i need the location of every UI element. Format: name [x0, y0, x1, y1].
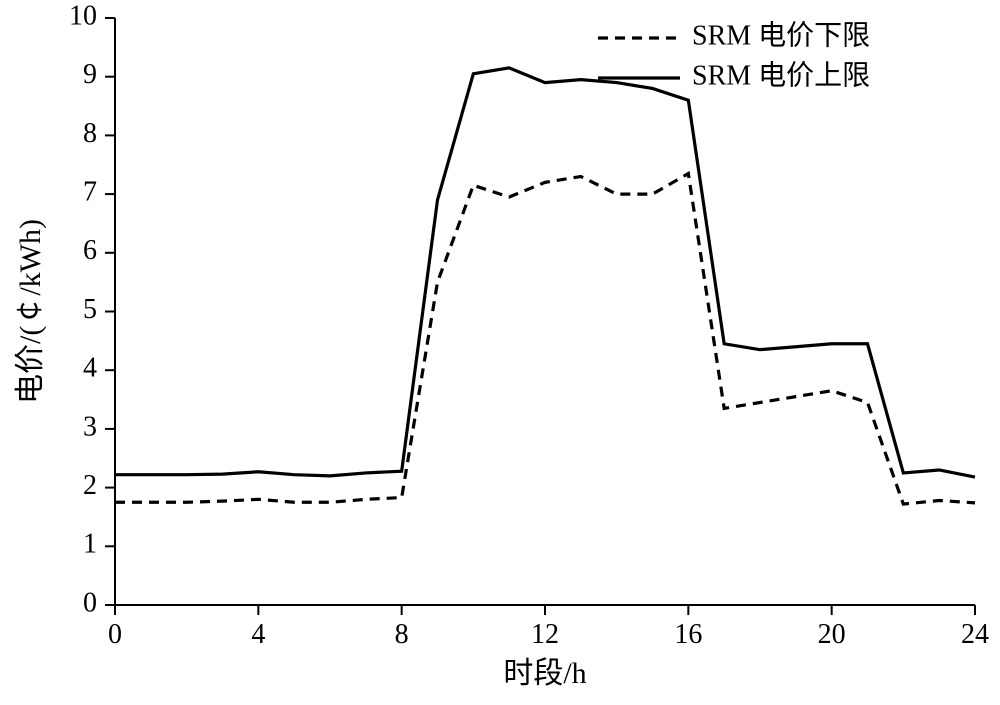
y-tick-label: 4 — [83, 353, 97, 384]
y-tick-label: 5 — [83, 294, 97, 325]
y-tick-label: 8 — [83, 118, 97, 149]
y-tick-label: 3 — [83, 411, 97, 442]
x-tick-label: 16 — [674, 619, 702, 650]
y-tick-label: 9 — [83, 59, 97, 90]
y-tick-label: 7 — [83, 177, 97, 208]
x-axis-label: 时段/h — [503, 657, 586, 690]
line-chart: 01234567891004812162024时段/h电价/(￠/kWh)SRM… — [0, 0, 1000, 705]
chart-container: 01234567891004812162024时段/h电价/(￠/kWh)SRM… — [0, 0, 1000, 705]
y-tick-label: 2 — [83, 470, 97, 501]
x-tick-label: 0 — [108, 619, 122, 650]
x-tick-label: 8 — [395, 619, 409, 650]
y-tick-label: 10 — [69, 0, 97, 31]
x-tick-label: 20 — [818, 619, 846, 650]
y-tick-label: 0 — [83, 587, 97, 618]
x-tick-label: 24 — [961, 619, 989, 650]
legend-label-lower: SRM 电价下限 — [692, 19, 870, 51]
y-axis-label: 电价/(￠/kWh) — [14, 219, 47, 404]
x-tick-label: 4 — [251, 619, 265, 650]
y-tick-label: 6 — [83, 235, 97, 266]
x-tick-label: 12 — [531, 619, 559, 650]
legend-label-upper: SRM 电价上限 — [692, 59, 870, 91]
y-tick-label: 1 — [83, 529, 97, 560]
chart-bg — [0, 0, 1000, 705]
